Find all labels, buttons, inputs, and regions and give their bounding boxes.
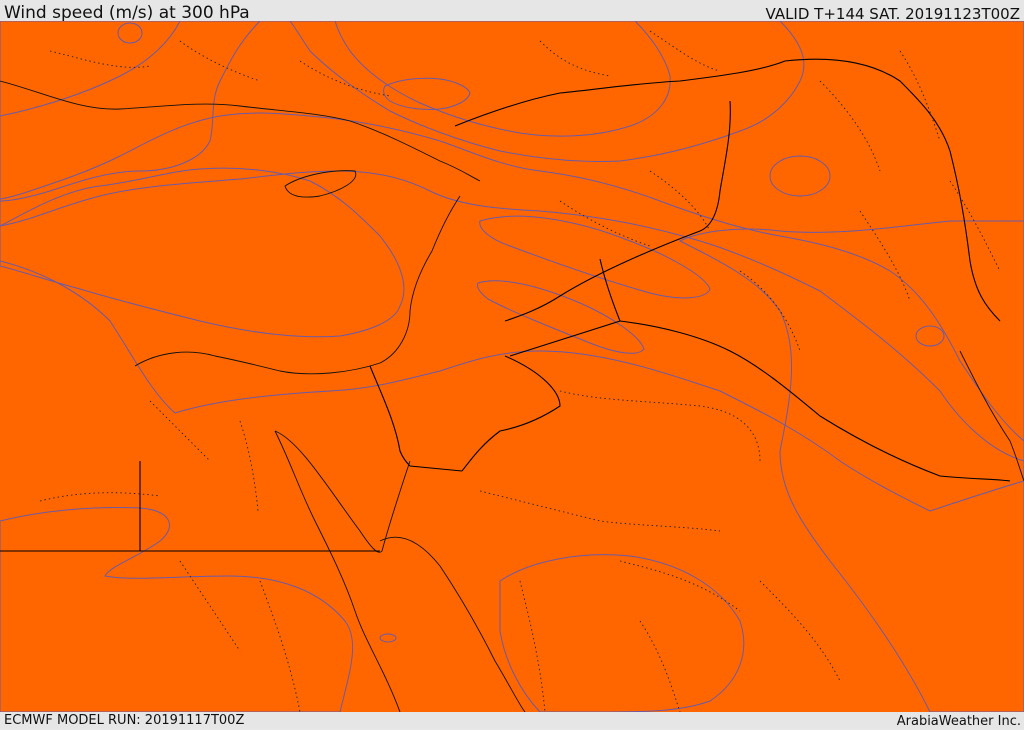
zone-dark-orange [0, 21, 1024, 712]
zone-yellow-spot [117, 22, 143, 44]
footer-bar: ECMWF MODEL RUN: 20191117T00Z ArabiaWeat… [0, 712, 1024, 729]
wind-speed-map [0, 21, 1024, 712]
zone-orange-south [499, 554, 745, 712]
admin-boundaries-iraq [559, 170, 801, 352]
zone-yellow-west [0, 21, 181, 117]
coastline-red-sea-west [274, 430, 401, 712]
map-canvas [0, 21, 1024, 712]
model-run-label: ECMWF MODEL RUN: 20191117T00Z [4, 713, 245, 728]
zone-white [383, 77, 471, 110]
coastline-cyprus [284, 170, 357, 198]
zone-gold-west [0, 21, 261, 202]
coastline-persian-gulf [959, 350, 1024, 482]
border-egypt-libya [0, 461, 141, 552]
valid-time: VALID T+144 SAT. 20191123T00Z [765, 5, 1020, 23]
zone-red-orange-spot [379, 633, 397, 643]
zone-orange-light-east [678, 220, 1024, 712]
border-syria-iraq [504, 100, 731, 322]
border-sinai-israel [369, 365, 463, 472]
zone-dark-orange-jet-2 [477, 280, 645, 354]
zone-peach [334, 21, 671, 137]
zone-gold [0, 21, 1024, 442]
coastline-eastern-mediterranean [134, 195, 461, 375]
header-bar: Wind speed (m/s) at 300 hPa VALID T+144 … [0, 0, 1024, 23]
credit-label: ArabiaWeather Inc. [896, 714, 1021, 729]
zone-gold-spot [769, 155, 831, 197]
border-jordan-iraq [509, 258, 621, 357]
zone-yellow [289, 21, 805, 163]
coastline-sinai [274, 430, 411, 553]
border-iraq-saudi [619, 320, 1011, 482]
zone-gold-spot-2 [915, 325, 945, 347]
border-jordan-saudi [461, 355, 561, 472]
zone-amber-lobe [0, 167, 405, 338]
zone-dark-orange-jet-1 [479, 215, 711, 299]
border-iran-iraq [784, 58, 1001, 322]
zone-orange [0, 21, 1024, 512]
coastline-red-sea-east [379, 536, 526, 712]
admin-boundaries-turkey [49, 30, 721, 97]
map-title: Wind speed (m/s) at 300 hPa [4, 3, 250, 23]
admin-boundaries-iran [819, 50, 1001, 302]
coastline-turkey-south [0, 80, 481, 182]
border-turkey-syria [454, 60, 786, 127]
admin-boundaries-saudi [479, 390, 841, 712]
zone-amber [0, 21, 1024, 462]
